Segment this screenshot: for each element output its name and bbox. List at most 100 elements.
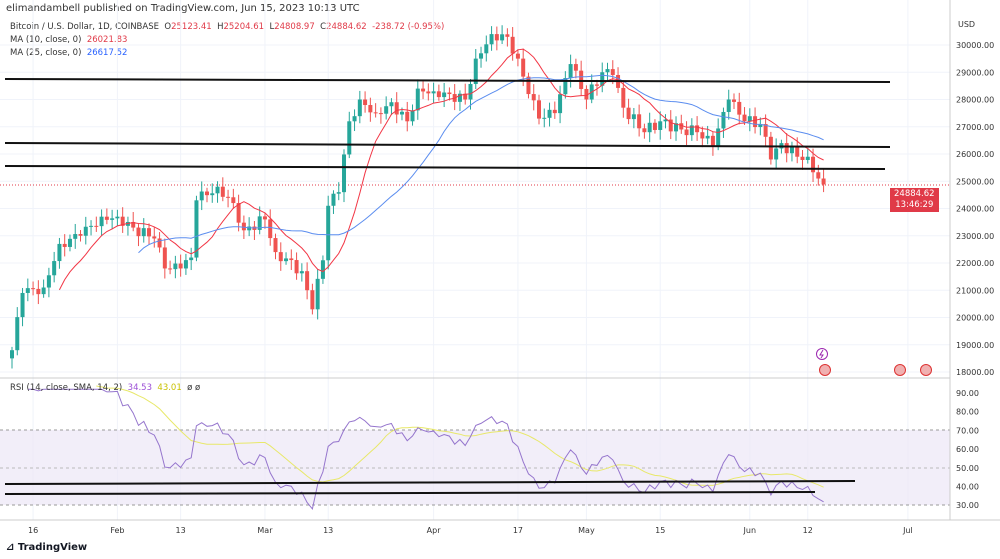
price-tick: 21000.00 bbox=[956, 286, 994, 295]
candle bbox=[20, 287, 25, 327]
rsi-trendline-2[interactable] bbox=[4, 491, 816, 495]
candle bbox=[115, 209, 120, 227]
candle bbox=[494, 26, 499, 51]
candle bbox=[320, 255, 325, 284]
event-icons[interactable] bbox=[816, 348, 932, 376]
candle bbox=[147, 223, 152, 245]
candle bbox=[426, 83, 431, 101]
high-value: 25204.61 bbox=[223, 22, 265, 32]
candle bbox=[157, 232, 162, 253]
candle bbox=[700, 126, 705, 148]
price-tick: 27000.00 bbox=[956, 123, 994, 132]
time-tick: Mar bbox=[257, 526, 273, 535]
time-tick: 12 bbox=[803, 526, 813, 535]
candle bbox=[431, 82, 436, 104]
price-tick: 24000.00 bbox=[956, 205, 994, 214]
candle bbox=[189, 247, 194, 271]
resistance-line-1[interactable] bbox=[4, 78, 891, 83]
time-tick: 17 bbox=[513, 526, 523, 535]
candle bbox=[726, 89, 731, 120]
time-tick: 16 bbox=[28, 526, 38, 535]
candle bbox=[594, 79, 599, 96]
support-line[interactable] bbox=[4, 165, 886, 170]
candle bbox=[273, 233, 278, 260]
candle bbox=[220, 177, 225, 202]
candle bbox=[505, 28, 510, 47]
candle bbox=[805, 148, 810, 164]
rsi-trendline-1[interactable] bbox=[4, 480, 856, 485]
candle bbox=[99, 209, 104, 237]
candle bbox=[373, 103, 378, 118]
time-tick: Jul bbox=[902, 526, 913, 535]
candle bbox=[763, 114, 768, 146]
candle bbox=[183, 253, 188, 275]
close-value: 24884.62 bbox=[326, 22, 367, 32]
candle bbox=[78, 230, 83, 242]
candle bbox=[162, 238, 167, 279]
candle bbox=[710, 131, 715, 156]
candle bbox=[231, 188, 236, 209]
candle bbox=[152, 226, 157, 248]
change-value: -238.72 (-0.95%) bbox=[372, 22, 445, 32]
candle bbox=[110, 209, 115, 230]
us-flag-icon[interactable] bbox=[920, 364, 932, 376]
candle bbox=[674, 116, 679, 141]
low-value: 24808.97 bbox=[274, 22, 315, 32]
last-price: 24884.62 bbox=[894, 189, 935, 199]
candle bbox=[131, 211, 136, 232]
candle bbox=[421, 81, 426, 100]
us-flag-icon[interactable] bbox=[819, 364, 831, 376]
high-label: H bbox=[217, 22, 224, 32]
candle bbox=[136, 224, 141, 247]
candle bbox=[747, 108, 752, 132]
open-label: O bbox=[164, 22, 172, 32]
candle bbox=[252, 221, 257, 240]
us-flag-icon[interactable] bbox=[894, 364, 906, 376]
price-tick: 28000.00 bbox=[956, 96, 994, 105]
candle bbox=[647, 112, 652, 143]
footer-label: TradingView bbox=[17, 542, 88, 553]
candle bbox=[363, 91, 368, 113]
candle bbox=[83, 216, 88, 245]
ma25-value: 26617.52 bbox=[86, 48, 128, 58]
currency-label: USD bbox=[958, 20, 975, 29]
candle bbox=[67, 234, 72, 252]
ma25-label: MA (25, close, 0) bbox=[10, 48, 82, 58]
candle bbox=[637, 104, 642, 137]
publisher-line: elimandambell published on TradingView.c… bbox=[6, 3, 360, 14]
rsi-value: 34.53 bbox=[127, 383, 152, 393]
tradingview-logo: ⊿ TradingView bbox=[6, 542, 87, 553]
candle bbox=[289, 249, 294, 270]
candle bbox=[62, 234, 67, 257]
candle bbox=[658, 111, 663, 140]
time-tick: 15 bbox=[655, 526, 665, 535]
rsi-extra: ø ø bbox=[187, 383, 201, 393]
candle bbox=[257, 206, 262, 235]
candle bbox=[305, 262, 310, 300]
time-tick: May bbox=[578, 526, 595, 535]
candle bbox=[821, 169, 826, 193]
price-tick: 18000.00 bbox=[956, 368, 994, 377]
candle bbox=[489, 26, 494, 51]
resistance-line-2[interactable] bbox=[4, 142, 891, 148]
candle bbox=[768, 131, 773, 165]
candle bbox=[811, 148, 816, 182]
candle bbox=[368, 97, 373, 122]
candle bbox=[31, 281, 36, 296]
candle bbox=[389, 98, 394, 115]
candle bbox=[542, 108, 547, 128]
candle bbox=[758, 117, 763, 136]
lightning-icon[interactable] bbox=[816, 348, 828, 360]
candle bbox=[299, 263, 304, 282]
candle bbox=[36, 280, 41, 305]
symbol-label: Bitcoin / U.S. Dollar, 1D, COINBASE bbox=[10, 22, 159, 32]
time-tick: 13 bbox=[176, 526, 186, 535]
candle bbox=[204, 187, 209, 203]
candle bbox=[120, 207, 125, 233]
open-value: 25123.41 bbox=[171, 22, 212, 32]
candle bbox=[57, 237, 62, 269]
logo-icon: ⊿ bbox=[6, 542, 18, 553]
candle bbox=[531, 84, 536, 111]
candle bbox=[784, 133, 789, 163]
